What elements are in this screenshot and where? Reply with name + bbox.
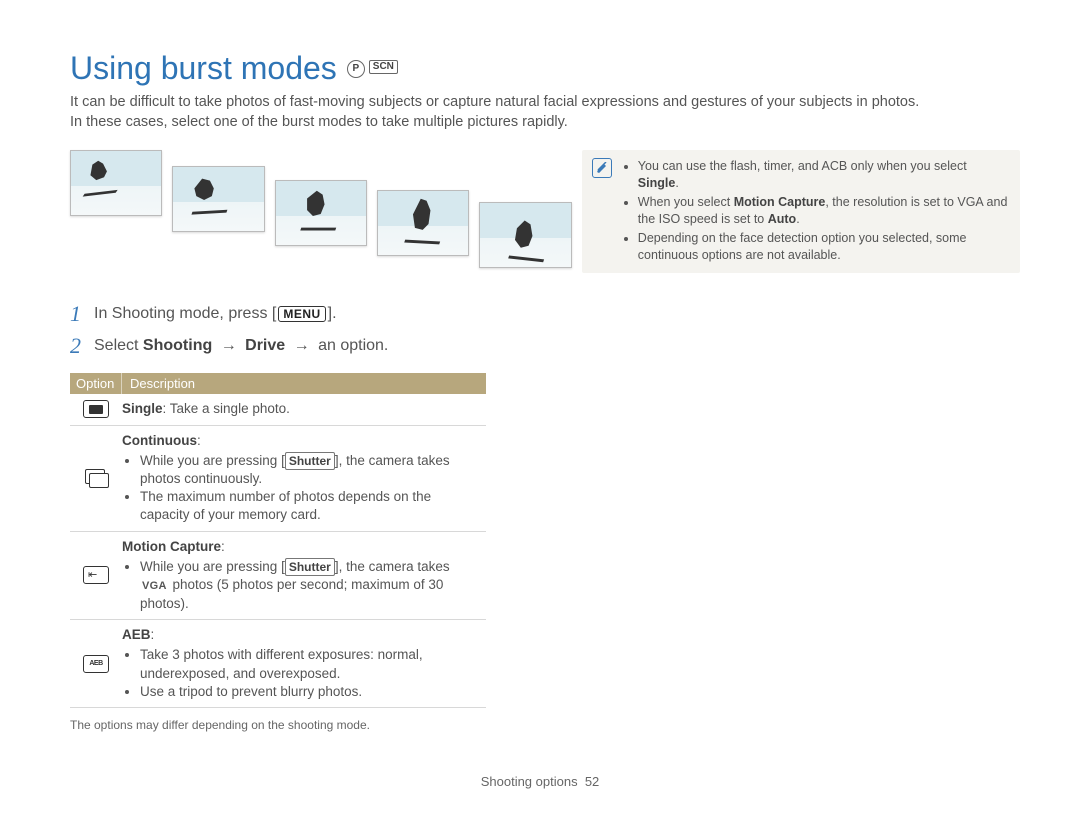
shutter-button-label: Shutter: [285, 558, 335, 576]
shutter-button-label: Shutter: [285, 452, 335, 470]
title-text: Using burst modes: [70, 50, 337, 87]
note-item-1: You can use the flash, timer, and ACB on…: [638, 158, 1008, 192]
step-number: 1: [70, 301, 94, 327]
burst-thumb-1: [70, 150, 162, 216]
table-row: Continuous: While you are pressing [Shut…: [70, 426, 486, 532]
footnote: The options may differ depending on the …: [70, 718, 1020, 732]
continuous-icon: [83, 468, 109, 488]
table-header: Option Description: [70, 373, 486, 394]
steps: 1 In Shooting mode, press [MENU]. 2 Sele…: [70, 301, 1020, 359]
burst-thumb-3: [275, 180, 367, 246]
intro-text: It can be difficult to take photos of fa…: [70, 93, 1020, 132]
table-row: Motion Capture: While you are pressing […: [70, 532, 486, 621]
vga-label: VGA: [140, 578, 169, 595]
mode-badge-p: P: [347, 60, 365, 78]
note-box: You can use the flash, timer, and ACB on…: [582, 150, 1020, 273]
page-title: Using burst modes P SCN: [70, 50, 1020, 87]
table-row: Single: Take a single photo.: [70, 394, 486, 425]
mode-badges: P SCN: [347, 60, 398, 78]
burst-thumb-4: [377, 190, 469, 256]
th-description: Description: [122, 373, 486, 394]
page-footer: Shooting options 52: [0, 774, 1080, 789]
example-thumbnails-row: You can use the flash, timer, and ACB on…: [70, 150, 1020, 273]
menu-button-label: MENU: [278, 306, 325, 322]
step-1: 1 In Shooting mode, press [MENU].: [70, 301, 1020, 327]
mode-badge-scn: SCN: [369, 60, 398, 74]
burst-thumb-2: [172, 166, 264, 232]
note-item-2: When you select Motion Capture, the reso…: [638, 194, 1008, 228]
motion-capture-icon: [83, 566, 109, 584]
note-item-3: Depending on the face detection option y…: [638, 230, 1008, 264]
step-number: 2: [70, 333, 94, 359]
table-row: AEB: Take 3 photos with different exposu…: [70, 620, 486, 708]
aeb-icon: [83, 655, 109, 673]
note-icon: [592, 158, 612, 178]
options-table: Option Description Single: Take a single…: [70, 373, 486, 708]
step-2: 2 Select Shooting → Drive → an option.: [70, 333, 1020, 359]
burst-thumb-5: [479, 202, 571, 268]
single-icon: [83, 400, 109, 418]
th-option: Option: [70, 373, 122, 394]
